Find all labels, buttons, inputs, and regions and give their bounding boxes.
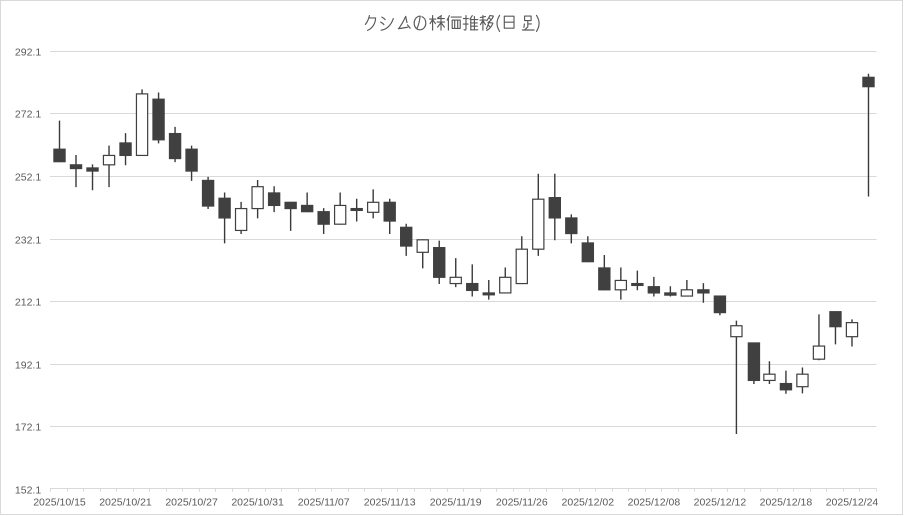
- svg-text:2025/11/26: 2025/11/26: [496, 497, 548, 509]
- svg-text:172.1: 172.1: [15, 421, 41, 433]
- svg-text:2025/10/21: 2025/10/21: [99, 497, 152, 509]
- svg-text:2025/12/12: 2025/12/12: [694, 497, 747, 509]
- svg-text:152.1: 152.1: [15, 484, 41, 496]
- svg-text:212.1: 212.1: [15, 296, 41, 308]
- svg-text:2025/11/13: 2025/11/13: [364, 497, 416, 509]
- svg-text:2025/10/31: 2025/10/31: [231, 497, 284, 509]
- svg-text:2025/12/24: 2025/12/24: [826, 497, 879, 509]
- svg-text:2025/12/18: 2025/12/18: [760, 497, 813, 509]
- svg-text:232.1: 232.1: [15, 234, 41, 246]
- svg-text:192.1: 192.1: [15, 359, 41, 371]
- svg-text:292.1: 292.1: [15, 46, 41, 58]
- svg-text:2025/11/07: 2025/11/07: [298, 497, 350, 509]
- svg-text:2025/10/15: 2025/10/15: [33, 497, 86, 509]
- svg-text:252.1: 252.1: [15, 171, 41, 183]
- svg-text:2025/11/19: 2025/11/19: [430, 497, 482, 509]
- svg-text:2025/12/08: 2025/12/08: [628, 497, 681, 509]
- svg-text:2025/12/02: 2025/12/02: [562, 497, 615, 509]
- svg-text:272.1: 272.1: [15, 108, 41, 120]
- svg-text:2025/10/27: 2025/10/27: [165, 497, 218, 509]
